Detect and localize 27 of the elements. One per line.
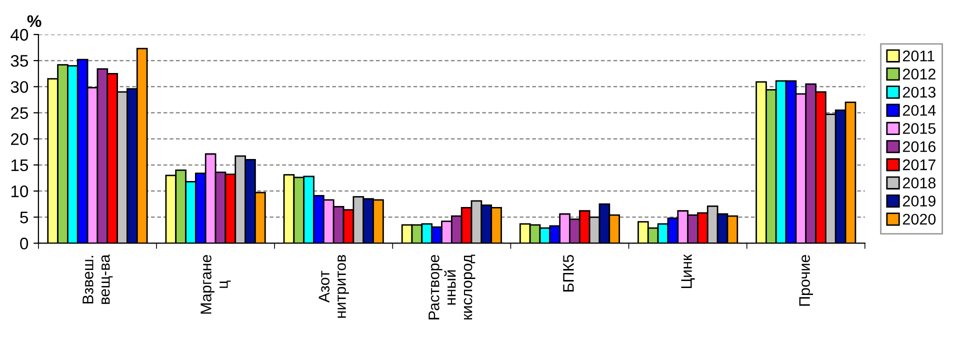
x-tick-label: Прочие xyxy=(799,255,813,306)
legend-label: 2016 xyxy=(902,141,936,152)
y-tick-label: 35 xyxy=(10,54,28,67)
x-tick-label: Взвеш. вещ-ва xyxy=(82,254,113,304)
y-tick-label: 15 xyxy=(11,160,28,172)
x-tick-label: Азот нитритов xyxy=(318,254,349,318)
legend-label: 2012 xyxy=(902,68,936,80)
legend-label: 2017 xyxy=(902,159,936,170)
legend-label: 2013 xyxy=(902,86,936,98)
y-tick-label: 10 xyxy=(11,185,28,198)
legend-label: 2015 xyxy=(902,123,936,134)
legend-label: 2020 xyxy=(902,214,936,225)
legend-label: 2014 xyxy=(902,104,936,116)
y-tick-label: 0 xyxy=(20,238,28,250)
y-tick-label: 25 xyxy=(11,107,28,119)
y-tick-label: 40 xyxy=(10,28,28,41)
x-tick-label: Растворе нный кислород xyxy=(428,254,476,320)
y-tick-label: 30 xyxy=(10,81,28,93)
legend-label: 2018 xyxy=(902,178,936,188)
y-tick-label: 20 xyxy=(11,133,28,146)
x-tick-label: БПК5 xyxy=(563,254,574,292)
x-tick-label: Маргане ц xyxy=(200,255,231,314)
y-tick-label: 5 xyxy=(20,212,28,224)
legend-label: 2019 xyxy=(902,196,936,206)
x-tick-label: Цинк xyxy=(681,254,695,288)
y-axis-title: % xyxy=(27,15,42,27)
legend-label: 2011 xyxy=(902,50,934,62)
